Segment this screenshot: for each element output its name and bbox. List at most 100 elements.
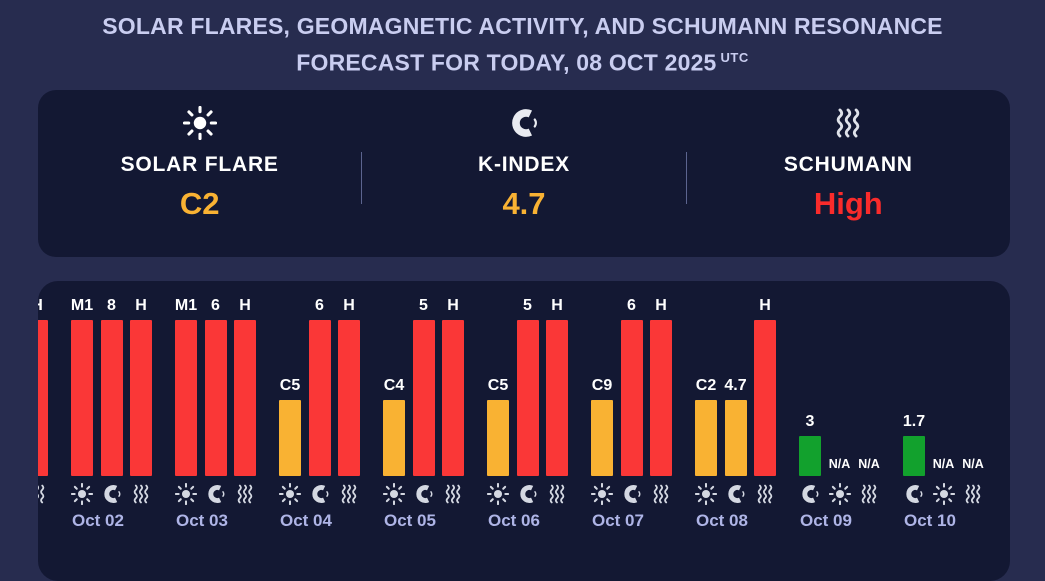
oct-05-schumann-bar [442,320,464,476]
sun-icon [828,483,851,505]
magnet-icon [309,483,331,505]
oct-08-solar-flare-value-label: C2 [695,377,717,394]
page-title: SOLAR FLARES, GEOMAGNETIC ACTIVITY, AND … [0,10,1045,79]
bars-area: C5 5 H [487,281,568,476]
waves-icon [754,483,776,505]
k-index-value: 4.7 [502,186,546,221]
oct-01-schumann-bar [38,320,48,476]
icons-row [279,483,360,505]
title-line2: FORECAST FOR TODAY, 08 OCT 2025 UTC [296,49,749,76]
chart-track: H Oct 01 M1 8 H Oct 02 M1 6 H Oct 03 C5 6 H Oct 04 C4 5… [38,281,1010,531]
date-label-oct-10: Oct 10 [904,511,956,530]
sun-icon [932,483,955,505]
oct-06-schumann-bar [546,320,568,476]
date-label-oct-03: Oct 03 [176,511,228,530]
bars-area: 3 N/A N/A [799,281,880,476]
date-label-oct-09: Oct 09 [800,511,852,530]
waves-icon [338,483,360,505]
oct-10-schumann-value-label: N/A [962,456,984,471]
k-index-label: K-INDEX [478,153,570,176]
magnet-icon [413,483,435,505]
sun-icon [695,483,717,505]
oct-06-solar-flare-value-label: C5 [487,377,509,394]
oct-09-k-index-value-label: 3 [805,413,815,430]
bars-area: H [38,281,48,476]
oct-02-solar-flare-value-label: M1 [70,297,94,314]
magnet-icon [506,105,542,141]
day-group-oct-02: M1 8 H Oct 02 [71,281,152,531]
sun-icon [71,483,93,505]
date-label-oct-06: Oct 06 [488,511,540,530]
oct-04-schumann-value-label: H [343,297,355,314]
magnet-icon [725,483,747,505]
sun-icon [279,483,301,505]
waves-icon [830,105,866,141]
oct-08-schumann-value-label: H [759,297,771,314]
title-line1: SOLAR FLARES, GEOMAGNETIC ACTIVITY, AND … [102,13,943,39]
oct-07-solar-flare-value-label: C9 [591,377,613,394]
bars-area: M1 8 H [71,281,152,476]
divider [685,151,687,204]
date-label-oct-05: Oct 05 [384,511,436,530]
magnet-icon [101,483,123,505]
magnet-icon [799,483,821,505]
oct-06-schumann-value-label: H [551,297,563,314]
oct-09-solar-flare-value-label: N/A [828,456,851,471]
icons-row [903,483,984,505]
oct-03-k-index-bar [204,320,227,476]
magnet-icon [205,483,227,505]
oct-02-schumann-value-label: H [135,297,147,314]
oct-06-solar-flare-bar [487,400,509,476]
bars-area: 1.7 N/A N/A [903,281,984,476]
waves-icon [962,483,984,505]
oct-07-solar-flare-bar [591,400,613,476]
oct-10-k-index-value-label: 1.7 [902,413,926,430]
summary-card-schumann: SCHUMANN High [687,90,1010,257]
oct-09-k-index-bar [799,436,821,476]
forecast-chart-panel: H Oct 01 M1 8 H Oct 02 M1 6 H Oct 03 C5 6 H Oct 04 C4 5… [38,281,1010,581]
icons-row [38,483,48,505]
sun-icon [487,483,509,505]
day-group-oct-01: H Oct 01 [38,281,48,531]
sun-icon [182,105,218,141]
waves-icon [38,483,48,505]
bars-area: M1 6 H [175,281,256,476]
oct-04-k-index-value-label: 6 [315,297,324,314]
solar-flare-value: C2 [179,186,220,221]
bars-area: C9 6 H [591,281,672,476]
bars-area: C4 5 H [383,281,464,476]
oct-08-k-index-bar [724,400,747,476]
icons-row [695,483,776,505]
bars-area: C2 4.7 H [695,281,776,476]
sun-icon [591,483,613,505]
oct-10-solar-flare-value-label: N/A [932,456,955,471]
sun-icon [383,483,405,505]
oct-05-solar-flare-value-label: C4 [383,377,405,394]
oct-05-solar-flare-bar [383,400,405,476]
waves-icon [442,483,464,505]
solar-flare-label: SOLAR FLARE [120,153,279,176]
oct-04-k-index-bar [308,320,331,476]
day-group-oct-04: C5 6 H Oct 04 [279,281,360,531]
oct-07-k-index-value-label: 6 [627,297,636,314]
date-label-oct-08: Oct 08 [696,511,748,530]
oct-05-k-index-bar [412,320,435,476]
oct-03-solar-flare-bar [175,320,197,476]
oct-08-solar-flare-bar [695,400,717,476]
oct-04-solar-flare-value-label: C5 [279,377,301,394]
oct-06-k-index-bar [516,320,539,476]
schumann-label: SCHUMANN [783,153,913,176]
oct-10-k-index-bar [903,436,925,476]
oct-01-schumann-value-label: H [38,298,43,314]
waves-icon [234,483,256,505]
sun-icon [175,483,197,505]
oct-02-k-index-value-label: 8 [107,297,116,314]
oct-06-k-index-value-label: 5 [523,297,532,314]
summary-card-k-index: K-INDEX 4.7 [362,90,685,257]
oct-07-schumann-bar [650,320,672,476]
waves-icon [130,483,152,505]
icons-row [487,483,568,505]
icons-row [799,483,880,505]
day-group-oct-07: C9 6 H Oct 07 [591,281,672,531]
divider [361,151,363,204]
